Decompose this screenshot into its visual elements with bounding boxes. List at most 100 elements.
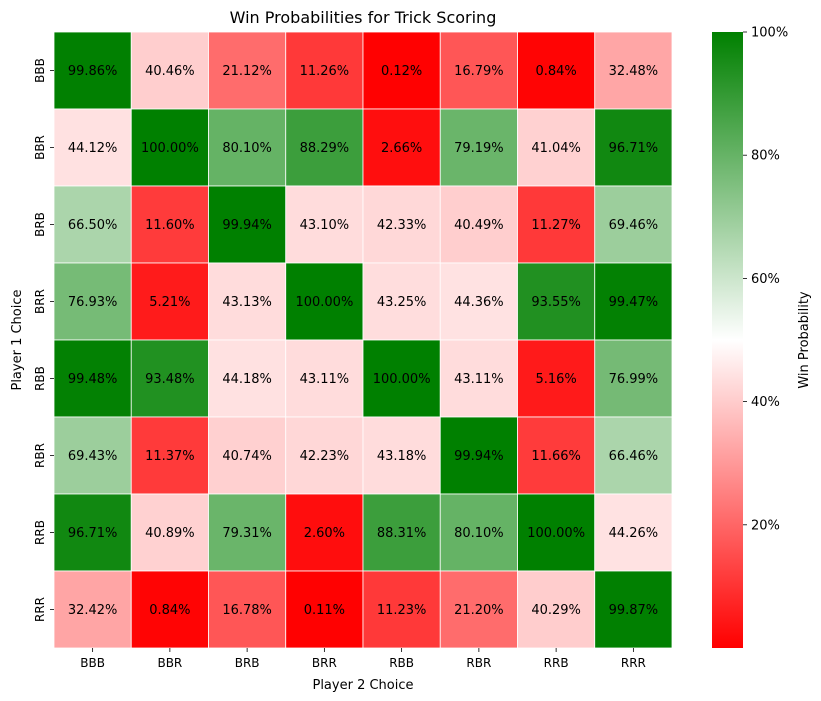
cell-value-label: 32.42% xyxy=(68,603,118,618)
heatmap-cell xyxy=(208,262,287,341)
cell-value-label: 43.25% xyxy=(377,295,427,310)
x-tick-label: RBB xyxy=(389,656,414,670)
heatmap-cell xyxy=(439,31,518,110)
cell-value-label: 11.26% xyxy=(300,64,350,79)
heatmap-cell xyxy=(517,185,596,264)
heatmap-cell xyxy=(362,108,441,187)
heatmap-cell xyxy=(439,108,518,187)
cell-value-label: 69.46% xyxy=(609,218,659,233)
cell-value-label: 99.48% xyxy=(68,372,118,387)
y-tick-label: RBB xyxy=(33,366,47,391)
heatmap-cell xyxy=(517,339,596,418)
heatmap-cell xyxy=(130,493,209,572)
heatmap-cell xyxy=(208,31,287,110)
heatmap-cell xyxy=(439,339,518,418)
colorbar-tick-label: 60% xyxy=(751,272,780,287)
y-axis: BBB BBR BRB BRR RBB RBR RRB RRR xyxy=(33,58,54,622)
heatmap-cell xyxy=(285,108,364,187)
x-tick-label: BBB xyxy=(80,656,105,670)
heatmap-cell xyxy=(594,185,673,264)
heatmap-cell xyxy=(285,262,364,341)
heatmap-cell xyxy=(517,416,596,495)
x-tick-label: RBR xyxy=(466,656,491,670)
heatmap-cell xyxy=(594,31,673,110)
heatmap-cell xyxy=(594,570,673,649)
cell-value-label: 0.84% xyxy=(149,603,190,618)
x-axis-label: Player 2 Choice xyxy=(312,678,413,693)
heatmap-cell xyxy=(517,493,596,572)
cell-value-label: 44.18% xyxy=(222,372,272,387)
cell-value-label: 44.12% xyxy=(68,141,118,156)
heatmap-cell xyxy=(362,31,441,110)
colorbar: 20% 40% 60% 80% 100% Win Probability xyxy=(712,26,812,648)
heatmap-cell xyxy=(439,185,518,264)
cell-value-label: 100.00% xyxy=(373,372,431,387)
heatmap-cell xyxy=(53,31,132,110)
cell-value-label: 0.12% xyxy=(381,64,422,79)
heatmap-cell xyxy=(594,339,673,418)
cell-value-label: 42.23% xyxy=(300,449,350,464)
heatmap-cell xyxy=(362,493,441,572)
heatmap-cell xyxy=(439,416,518,495)
cell-value-label: 88.29% xyxy=(300,141,350,156)
cell-value-label: 40.46% xyxy=(145,64,195,79)
cell-value-label: 40.49% xyxy=(454,218,504,233)
cell-value-label: 69.43% xyxy=(68,449,118,464)
cell-value-label: 79.31% xyxy=(222,526,272,541)
chart-title: Win Probabilities for Trick Scoring xyxy=(230,8,497,27)
heatmap-cell xyxy=(517,108,596,187)
colorbar-ticks: 20% 40% 60% 80% 100% xyxy=(743,26,788,533)
cell-value-label: 66.50% xyxy=(68,218,118,233)
heatmap-cell xyxy=(208,416,287,495)
cell-value-label: 11.60% xyxy=(145,218,195,233)
cell-value-label: 0.11% xyxy=(304,603,345,618)
cell-value-label: 88.31% xyxy=(377,526,427,541)
colorbar-tick-label: 20% xyxy=(751,518,780,533)
cell-value-label: 100.00% xyxy=(141,141,199,156)
colorbar-label: Win Probability xyxy=(797,291,812,389)
cell-value-label: 5.21% xyxy=(149,295,190,310)
cell-value-label: 100.00% xyxy=(527,526,585,541)
cell-value-label: 32.48% xyxy=(609,64,659,79)
heatmap-cells: 99.86% 40.46% 21.12% 11.26% 0.12% 16.79% 0.84%… xyxy=(53,31,673,649)
y-tick-label: RRB xyxy=(33,520,47,545)
heatmap-cell xyxy=(594,108,673,187)
cell-value-label: 2.66% xyxy=(381,141,422,156)
cell-value-label: 99.86% xyxy=(68,64,118,79)
y-tick-label: RBR xyxy=(33,443,47,468)
heatmap-cell xyxy=(594,493,673,572)
x-axis: BBB BBR BRB BRR RBB RBR RRB RRR xyxy=(80,648,646,670)
cell-value-label: 43.11% xyxy=(300,372,350,387)
heatmap-cell xyxy=(208,185,287,264)
x-tick-label: BBR xyxy=(157,656,182,670)
cell-value-label: 93.55% xyxy=(531,295,581,310)
heatmap-cell xyxy=(285,31,364,110)
cell-value-label: 11.23% xyxy=(377,603,427,618)
cell-value-label: 99.94% xyxy=(454,449,504,464)
cell-value-label: 40.74% xyxy=(222,449,272,464)
heatmap-cell xyxy=(362,416,441,495)
cell-value-label: 66.46% xyxy=(609,449,659,464)
cell-value-label: 44.26% xyxy=(609,526,659,541)
heatmap-cell xyxy=(362,570,441,649)
cell-value-label: 11.66% xyxy=(531,449,581,464)
cell-value-label: 96.71% xyxy=(68,526,118,541)
x-tick-label: BRR xyxy=(312,656,337,670)
y-tick-label: BBB xyxy=(33,58,47,83)
cell-value-label: 42.33% xyxy=(377,218,427,233)
x-tick-label: RRR xyxy=(621,656,646,670)
heatmap-cell xyxy=(208,339,287,418)
heatmap-cell xyxy=(517,262,596,341)
cell-value-label: 99.47% xyxy=(609,295,659,310)
heatmap-cell xyxy=(130,416,209,495)
cell-value-label: 79.19% xyxy=(454,141,504,156)
heatmap-cell xyxy=(130,108,209,187)
cell-value-label: 16.79% xyxy=(454,64,504,79)
x-tick-label: RRB xyxy=(544,656,569,670)
cell-value-label: 43.18% xyxy=(377,449,427,464)
cell-value-label: 43.11% xyxy=(454,372,504,387)
cell-value-label: 0.84% xyxy=(535,64,576,79)
heatmap-cell xyxy=(53,262,132,341)
heatmap-cell xyxy=(130,185,209,264)
